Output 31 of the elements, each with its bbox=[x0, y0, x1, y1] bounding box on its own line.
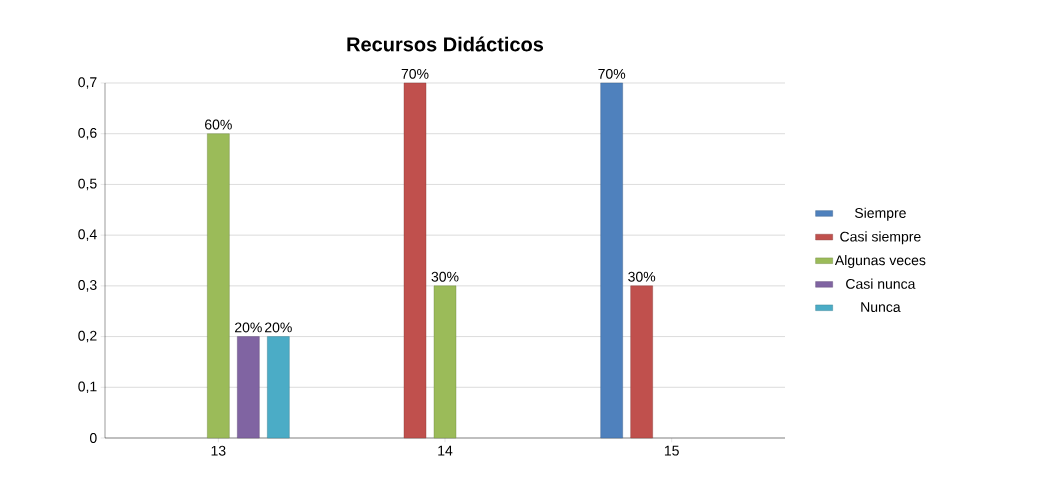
bar bbox=[433, 285, 457, 439]
data-label: 30% bbox=[431, 271, 459, 282]
y-tick-label: 0,4 bbox=[78, 229, 97, 241]
chart-title: Recursos Didácticos bbox=[347, 36, 544, 52]
legend-label: Algunas veces bbox=[834, 254, 926, 268]
data-label: 70% bbox=[401, 68, 429, 79]
bar bbox=[630, 285, 653, 439]
legend-label: Nunca bbox=[861, 302, 901, 312]
legend-label: Casi nunca bbox=[846, 278, 916, 289]
bar bbox=[267, 336, 290, 439]
y-tick-label: 0,1 bbox=[78, 381, 97, 394]
legend-label: Casi siempre bbox=[840, 231, 921, 245]
y-tick-label: 0,3 bbox=[78, 280, 97, 292]
y-tick-label: 0,5 bbox=[78, 178, 97, 191]
data-label: 60% bbox=[205, 119, 232, 130]
x-tick-label: 15 bbox=[664, 445, 679, 456]
y-tick-label: 0,6 bbox=[78, 127, 97, 140]
data-label: 70% bbox=[598, 68, 626, 79]
y-tick-label: 0,7 bbox=[78, 77, 97, 89]
bar bbox=[207, 133, 230, 439]
data-label: 20% bbox=[265, 322, 292, 333]
y-tick-label: 0,2 bbox=[78, 330, 97, 343]
x-tick-label: 13 bbox=[211, 445, 226, 456]
bar bbox=[403, 82, 427, 439]
data-label: 20% bbox=[235, 322, 262, 333]
bar bbox=[600, 82, 623, 439]
data-label: 30% bbox=[628, 271, 656, 282]
x-tick-label: 14 bbox=[438, 445, 453, 456]
bar bbox=[237, 336, 260, 439]
legend-label: Siempre bbox=[854, 207, 906, 221]
y-tick-label: 0 bbox=[89, 433, 97, 443]
